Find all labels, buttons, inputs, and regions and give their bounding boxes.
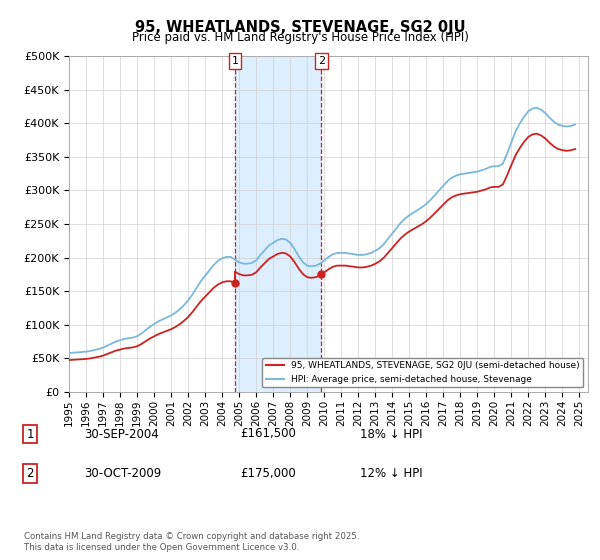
- Text: 2: 2: [26, 466, 34, 480]
- Text: £175,000: £175,000: [240, 466, 296, 480]
- Text: 95, WHEATLANDS, STEVENAGE, SG2 0JU: 95, WHEATLANDS, STEVENAGE, SG2 0JU: [134, 20, 466, 35]
- Text: 2: 2: [318, 56, 325, 66]
- Text: 12% ↓ HPI: 12% ↓ HPI: [360, 466, 422, 480]
- Bar: [235, 56, 322, 392]
- Text: 30-SEP-2004: 30-SEP-2004: [84, 427, 159, 441]
- Text: Contains HM Land Registry data © Crown copyright and database right 2025.
This d: Contains HM Land Registry data © Crown c…: [24, 532, 359, 552]
- Text: 18% ↓ HPI: 18% ↓ HPI: [360, 427, 422, 441]
- Text: Price paid vs. HM Land Registry's House Price Index (HPI): Price paid vs. HM Land Registry's House …: [131, 31, 469, 44]
- Text: £161,500: £161,500: [240, 427, 296, 441]
- Text: 30-OCT-2009: 30-OCT-2009: [84, 466, 161, 480]
- Legend: 95, WHEATLANDS, STEVENAGE, SG2 0JU (semi-detached house), HPI: Average price, se: 95, WHEATLANDS, STEVENAGE, SG2 0JU (semi…: [262, 358, 583, 388]
- Text: 1: 1: [26, 427, 34, 441]
- Text: 1: 1: [232, 56, 238, 66]
